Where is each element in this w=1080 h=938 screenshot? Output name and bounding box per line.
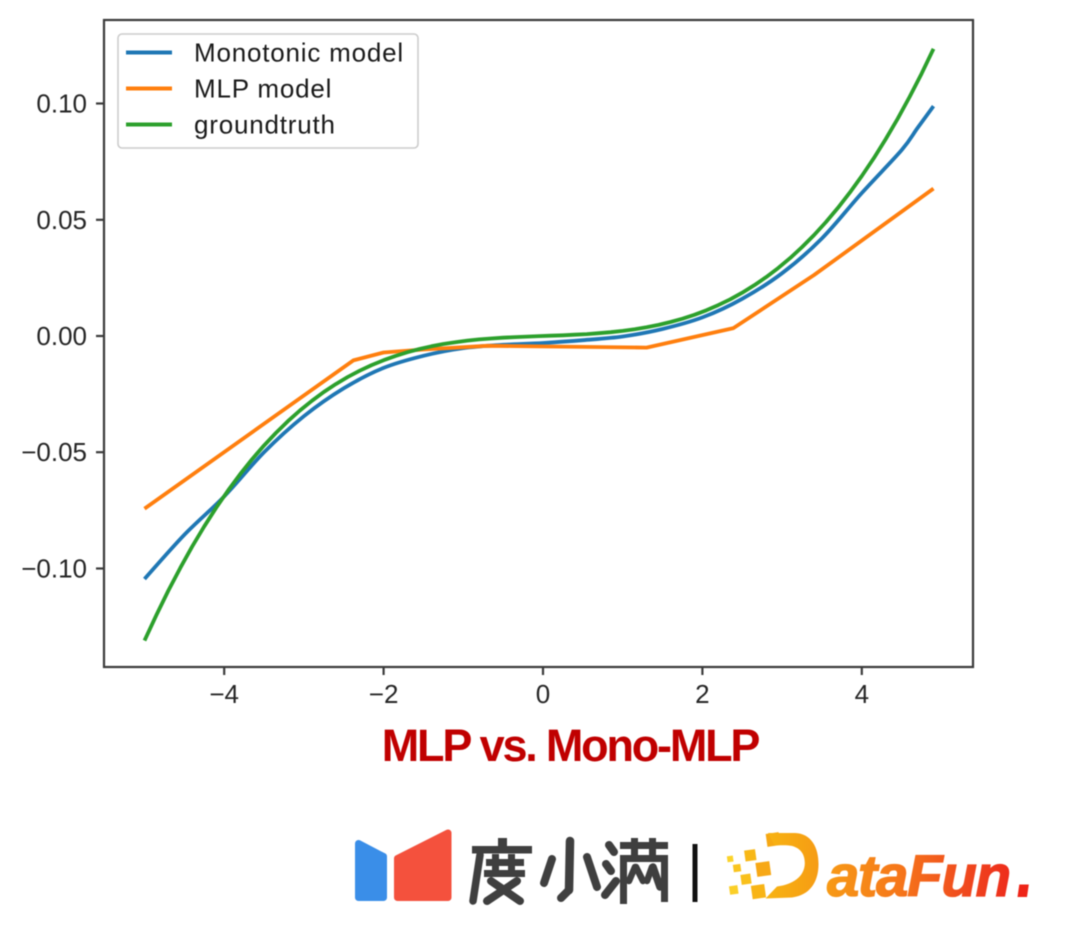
svg-text:4: 4 <box>855 679 869 709</box>
svg-text:groundtruth: groundtruth <box>194 110 336 140</box>
svg-text:−0.10: −0.10 <box>21 554 87 584</box>
svg-text:0: 0 <box>536 679 550 709</box>
svg-text:MLP vs. Mono-MLP: MLP vs. Mono-MLP <box>382 720 760 771</box>
svg-text:MLP model: MLP model <box>194 74 332 104</box>
svg-text:ataFun: ataFun <box>827 844 1010 909</box>
svg-text:−0.05: −0.05 <box>21 437 87 467</box>
svg-text:−4: −4 <box>209 679 239 709</box>
svg-text:0.00: 0.00 <box>36 321 87 351</box>
svg-text:Monotonic model: Monotonic model <box>194 38 404 68</box>
svg-text:−2: −2 <box>369 679 399 709</box>
svg-text:2: 2 <box>695 679 709 709</box>
svg-text:0.05: 0.05 <box>36 205 87 235</box>
svg-text:0.10: 0.10 <box>36 89 87 119</box>
